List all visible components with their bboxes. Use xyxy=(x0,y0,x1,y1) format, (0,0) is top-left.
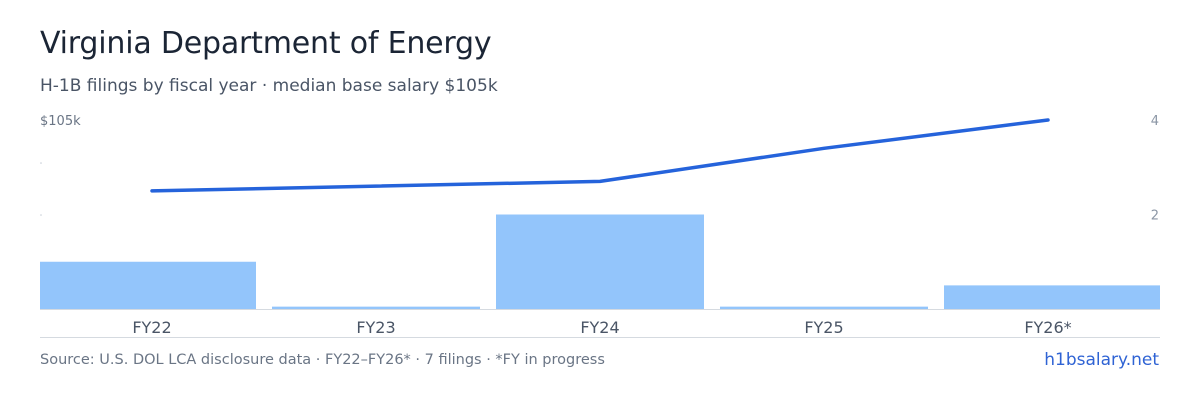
chart-title: Virginia Department of Energy xyxy=(40,26,492,61)
bar-fy25 xyxy=(720,306,928,309)
site-link[interactable]: h1bsalary.net xyxy=(1044,350,1159,370)
bar-fy24 xyxy=(496,214,704,309)
x-tick-label: FY22 xyxy=(132,318,171,337)
bar-fy26 xyxy=(944,285,1160,309)
salary-line xyxy=(150,118,1050,193)
bar-fy22 xyxy=(40,261,256,309)
left-axis-minor-tick xyxy=(40,162,42,164)
x-tick-label: FY24 xyxy=(580,318,619,337)
left-axis-minor-tick xyxy=(40,214,42,216)
left-axis-label: $105k xyxy=(40,114,81,129)
bar-fy23 xyxy=(272,306,480,309)
right-axis-tick: 4 xyxy=(1151,114,1159,129)
x-tick-label: FY26* xyxy=(1024,318,1071,337)
right-axis-tick: 2 xyxy=(1151,209,1159,224)
x-tick-label: FY25 xyxy=(804,318,843,337)
chart-subtitle: H-1B filings by fiscal year · median bas… xyxy=(40,76,498,96)
x-tick-label: FY23 xyxy=(356,318,395,337)
source-note: Source: U.S. DOL LCA disclosure data · F… xyxy=(40,352,605,368)
